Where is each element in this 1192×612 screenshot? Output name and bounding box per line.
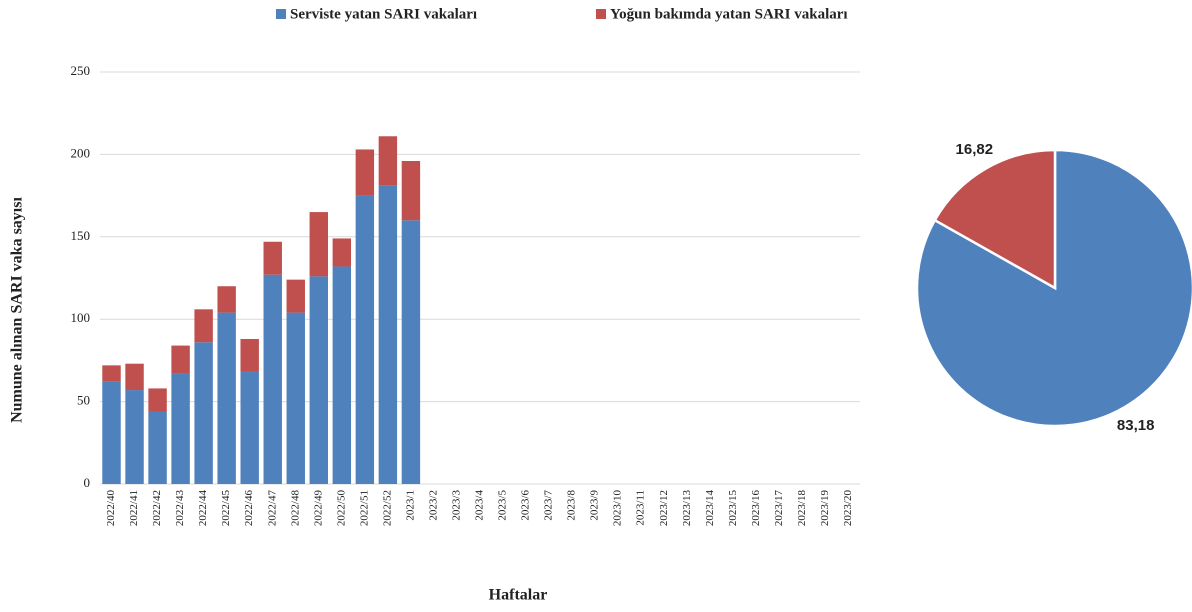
bar-segment <box>378 185 398 484</box>
x-tick-label: 2023/5 <box>497 490 509 521</box>
pie-label: 83,18 <box>1117 417 1155 434</box>
bar-segment <box>355 195 375 484</box>
y-tick-label: 200 <box>71 145 91 160</box>
legend-swatch <box>596 9 606 19</box>
bar-segment <box>332 238 352 267</box>
bar-segment <box>194 342 213 484</box>
x-axis-title: Haftalar <box>489 587 548 604</box>
legend-swatch <box>276 9 286 19</box>
bar-segment <box>217 286 236 313</box>
y-axis-title: Numune alınan SARI vaka sayısı <box>9 197 26 423</box>
x-tick-label: 2023/14 <box>704 490 716 527</box>
x-tick-label: 2023/3 <box>451 490 463 521</box>
bar-segment <box>355 149 375 196</box>
x-tick-label: 2023/19 <box>819 490 831 527</box>
bar-segment <box>194 309 213 343</box>
bar-segment <box>148 388 167 412</box>
x-tick-label: 2023/6 <box>520 490 532 521</box>
bar-segment <box>102 365 121 382</box>
x-tick-label: 2022/46 <box>243 490 255 527</box>
x-tick-label: 2023/15 <box>727 490 739 527</box>
x-tick-label: 2022/50 <box>335 490 347 527</box>
x-tick-label: 2023/9 <box>589 490 601 521</box>
x-tick-label: 2023/8 <box>566 490 578 521</box>
x-tick-label: 2022/51 <box>358 490 370 526</box>
bar-segment <box>148 411 167 484</box>
bar-segment <box>171 345 190 374</box>
y-tick-label: 0 <box>84 475 91 490</box>
bar-segment <box>286 279 305 313</box>
x-tick-label: 2022/47 <box>266 490 278 527</box>
x-tick-label: 2023/11 <box>635 490 647 526</box>
y-tick-label: 100 <box>71 310 91 325</box>
x-tick-label: 2022/40 <box>105 490 117 527</box>
x-tick-label: 2023/1 <box>404 490 416 521</box>
x-tick-label: 2023/2 <box>427 490 439 521</box>
bar-segment <box>401 160 421 221</box>
bar-segment <box>286 312 305 484</box>
bar-segment <box>309 212 328 277</box>
x-tick-label: 2022/42 <box>151 490 163 526</box>
x-tick-label: 2023/13 <box>681 490 693 527</box>
x-tick-label: 2022/52 <box>381 490 393 526</box>
x-tick-label: 2023/16 <box>750 490 762 527</box>
x-tick-label: 2023/20 <box>842 490 854 527</box>
x-tick-label: 2023/4 <box>474 490 486 521</box>
y-tick-label: 250 <box>71 63 91 78</box>
bar-segment <box>125 390 144 484</box>
bar-segment <box>263 241 282 275</box>
bar-segment <box>309 276 328 484</box>
bar-segment <box>217 312 236 484</box>
x-tick-label: 2023/7 <box>543 490 555 521</box>
x-tick-label: 2023/12 <box>658 490 670 526</box>
bar-segment <box>378 136 398 186</box>
x-tick-label: 2023/10 <box>612 490 624 527</box>
pie-label: 16,82 <box>956 141 994 158</box>
bar-segment <box>240 371 259 484</box>
y-tick-label: 50 <box>77 393 90 408</box>
bar-segment <box>401 220 421 484</box>
x-tick-label: 2022/41 <box>128 490 140 526</box>
x-tick-label: 2022/44 <box>197 490 209 527</box>
bar-segment <box>171 373 190 484</box>
bar-segment <box>102 381 121 484</box>
bar-segment <box>125 363 144 391</box>
pie-slice <box>933 148 1057 291</box>
legend-label: Yoğun bakımda yatan SARI vakaları <box>610 6 848 22</box>
y-tick-label: 150 <box>71 228 91 243</box>
x-tick-label: 2022/49 <box>312 490 324 527</box>
bar-segment <box>240 338 259 372</box>
bar-segment <box>332 266 352 484</box>
x-tick-label: 2023/17 <box>773 490 785 527</box>
bar-segment <box>263 274 282 484</box>
x-tick-label: 2022/48 <box>289 490 301 527</box>
x-tick-label: 2022/43 <box>174 490 186 527</box>
legend-label: Serviste yatan SARI vakaları <box>290 6 477 22</box>
x-tick-label: 2023/18 <box>796 490 808 527</box>
x-tick-label: 2022/45 <box>220 490 232 527</box>
